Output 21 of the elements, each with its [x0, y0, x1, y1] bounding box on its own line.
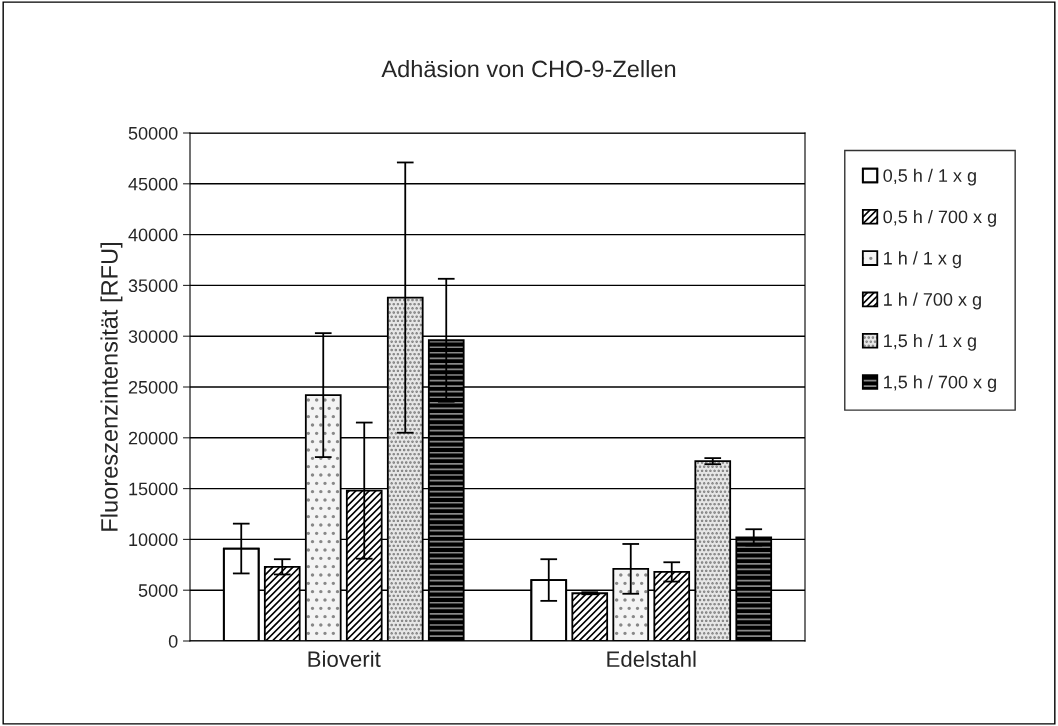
y-tick-label: 50000 [128, 126, 178, 140]
y-tick-label: 20000 [128, 431, 178, 445]
legend-label: 1,5 h / 1 x g [884, 333, 976, 351]
y-tick-label: 15000 [129, 482, 178, 496]
y-axis-title: Fluoreszenzintensität [RFU] [100, 243, 123, 531]
legend-label: 0,5 h / 1 x g [883, 168, 976, 186]
x-tick-label: Bioverit [308, 650, 381, 668]
y-tick-label: 30000 [128, 330, 178, 343]
y-tick-label: 35000 [128, 279, 178, 293]
y-tick-label: 25000 [128, 380, 178, 394]
legend-label: 1 h / 1 x g [884, 251, 961, 269]
legend-label: 0,5 h / 700 x g [883, 210, 996, 227]
y-tick-label: 40000 [128, 228, 178, 242]
x-tick-label: Edelstahl [607, 650, 696, 668]
chart-title: Adhäsion von CHO-9-Zellen [381, 60, 676, 78]
y-tick-label: 0 [168, 634, 178, 648]
y-tick-label: 10000 [129, 533, 178, 547]
y-tick-label: 5000 [138, 584, 178, 597]
legend-label: 1 h / 700 x g [884, 292, 981, 310]
y-tick-label: 45000 [128, 177, 178, 191]
legend-label: 1,5 h / 700 x g [884, 375, 996, 393]
